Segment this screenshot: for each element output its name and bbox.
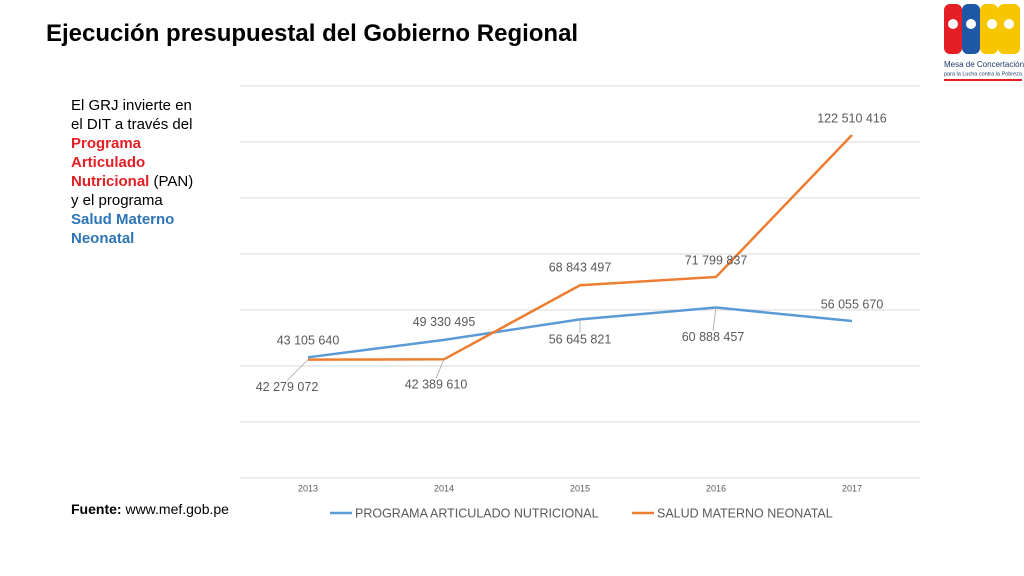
source-url: www.mef.gob.pe (125, 501, 229, 517)
series-line (307, 134, 853, 361)
logo-text: para la Lucha contra la Pobreza (944, 71, 1023, 77)
data-label: 122 510 416 (817, 111, 887, 125)
source: Fuente: www.mef.gob.pe (71, 501, 229, 517)
logo: Mesa de Concertación para la Lucha contr… (944, 4, 1024, 81)
series-line (307, 306, 853, 359)
text-box: El GRJ invierte en el DIT a través del P… (71, 96, 196, 248)
text: Programa Articulado Nutricional (71, 135, 150, 190)
x-tick-label: 2016 (706, 483, 726, 493)
data-label: 68 843 497 (549, 261, 612, 275)
legend-label: SALUD MATERNO NEONATAL (657, 506, 833, 520)
logo-text: Mesa de Concertación (944, 60, 1024, 69)
leader-line (435, 359, 445, 379)
data-label: 42 389 610 (405, 378, 468, 392)
data-label: 49 330 495 (413, 315, 476, 329)
data-label: 56 645 821 (549, 333, 612, 347)
x-tick-label: 2014 (434, 483, 454, 493)
x-tick-label: 2013 (298, 483, 318, 493)
slide-title: Ejecución presupuestal del Gobierno Regi… (46, 20, 579, 47)
data-label: 42 279 072 (256, 380, 319, 394)
text: Salud Materno Neonatal (71, 211, 175, 247)
data-label: 60 888 457 (682, 330, 745, 344)
text: El GRJ invierte en el DIT a través del (71, 97, 193, 133)
text: (PAN) y el programa (71, 173, 194, 209)
leader-line (286, 359, 309, 381)
legend-label: PROGRAMA ARTICULADO NUTRICIONAL (355, 506, 599, 520)
data-label: 71 799 837 (685, 253, 748, 267)
data-label: 56 055 670 (821, 297, 884, 311)
data-label: 43 105 640 (277, 334, 340, 348)
leader-line (712, 307, 717, 331)
x-tick-label: 2015 (570, 483, 590, 493)
x-tick-label: 2017 (842, 483, 862, 493)
source-label: Fuente: (71, 501, 122, 517)
